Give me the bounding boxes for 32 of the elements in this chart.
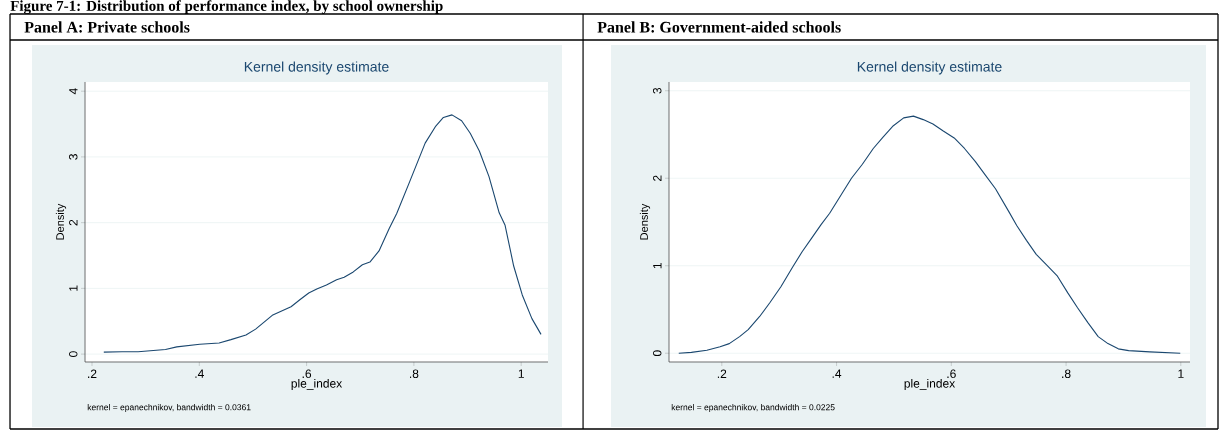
x-tick-label: 1 <box>1178 369 1184 378</box>
x-tick-label: .8 <box>409 369 419 379</box>
x-tick-label: .6 <box>947 369 956 379</box>
x-tick-label: .2 <box>88 369 97 378</box>
chart-subtitle: Panel B: Government-aided schools <box>597 21 841 33</box>
y-tick-label: 0 <box>652 350 662 357</box>
x-tick-label: .8 <box>1062 369 1071 379</box>
y-tick-label: 3 <box>652 87 662 94</box>
chart-subtitle: Panel A: Private schools <box>24 21 190 33</box>
y-axis-title: Density <box>55 203 67 240</box>
text: kernel = epanechnikov, bandwidth = 0.0225 <box>671 404 835 412</box>
x-axis-title: ple_index <box>904 378 956 391</box>
y-tick-label: 2 <box>653 175 662 181</box>
y-tick-label: 3 <box>68 154 78 160</box>
chart-title: Kernel density estimate <box>244 61 389 75</box>
x-tick-label: .4 <box>832 369 842 378</box>
chart-title: Kernel density estimate <box>857 61 1002 75</box>
y-tick-label: 1 <box>653 262 662 269</box>
y-tick-label: 1 <box>69 285 78 291</box>
x-tick-label: .2 <box>717 369 727 378</box>
text: kernel = epanechnikov, bandwidth = 0.0361 <box>87 404 251 412</box>
x-tick-label: .6 <box>302 369 312 379</box>
y-tick-label: 2 <box>69 219 78 226</box>
line-series <box>678 115 1181 354</box>
y-tick-label: 4 <box>69 88 78 95</box>
x-tick-label: .4 <box>195 369 204 378</box>
caption: Figure 7-1: Distribution of performance index, by school ownership <box>10 0 443 15</box>
x-tick-label: 1 <box>518 369 524 378</box>
y-tick-label: 0 <box>68 351 78 357</box>
y-axis-title: Density <box>639 203 651 240</box>
line-series <box>103 114 542 353</box>
x-axis-title: ple_index <box>291 378 343 391</box>
